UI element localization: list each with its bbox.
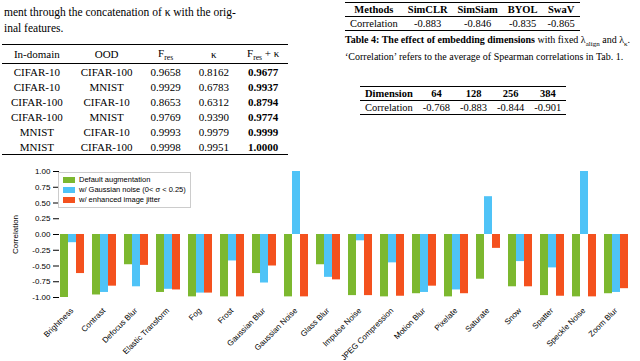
svg-text:-0.50: -0.50 xyxy=(32,262,51,271)
svg-text:Elastic Transform: Elastic Transform xyxy=(121,306,171,356)
svg-text:Motion Blur: Motion Blur xyxy=(392,306,427,341)
svg-text:Correlation: Correlation xyxy=(11,215,20,254)
html-text:0.9998: 0.9998 xyxy=(150,140,181,153)
html-text:w/ Gaussian noise (0< σ < 0.25: w/ Gaussian noise (0< σ < 0.25) xyxy=(79,185,186,194)
html-text:CIFAR-10: CIFAR-10 xyxy=(83,95,130,108)
html-text:-0.883: -0.883 xyxy=(460,102,488,113)
svg-text:Impulse Noise: Impulse Noise xyxy=(321,306,364,349)
html-text:CIFAR-100: CIFAR-100 xyxy=(11,110,63,123)
svg-text:Gaussian Blur: Gaussian Blur xyxy=(225,306,268,349)
svg-text:1.00: 1.00 xyxy=(35,167,51,176)
svg-text:Spatter: Spatter xyxy=(531,306,556,331)
html-text:0.6783: 0.6783 xyxy=(198,80,229,93)
svg-text:Gaussian Noise: Gaussian Noise xyxy=(253,306,300,353)
html-text:Table 4: The effect of embeddi: Table 4: The effect of embedding dimensi… xyxy=(345,34,630,62)
html-text:ment through the concatenation: ment through the concatenation of κ with… xyxy=(4,6,236,18)
html-text:-0.883: -0.883 xyxy=(414,18,442,29)
html-text:CIFAR-10: CIFAR-10 xyxy=(13,65,60,78)
svg-text:Snow: Snow xyxy=(503,306,524,327)
html-text:Fres+ κ: Fres+ κ xyxy=(247,46,280,62)
svg-text:Frost: Frost xyxy=(216,306,236,326)
html-text:384: 384 xyxy=(539,88,556,99)
html-text:MNIST: MNIST xyxy=(19,140,54,153)
html-text:Default augmentation: Default augmentation xyxy=(79,175,151,184)
html-text:0.9999: 0.9999 xyxy=(248,125,279,138)
html-text:0.9979: 0.9979 xyxy=(198,125,229,138)
svg-text:-0.25: -0.25 xyxy=(32,246,51,255)
html-text:MNIST: MNIST xyxy=(89,80,124,93)
html-text:CIFAR-100: CIFAR-100 xyxy=(80,140,133,153)
html-text:0.8653: 0.8653 xyxy=(150,95,181,108)
html-text:-0.844: -0.844 xyxy=(497,102,525,113)
html-text:BYOL: BYOL xyxy=(507,4,538,15)
html-text:CIFAR-100: CIFAR-100 xyxy=(11,95,63,108)
html-text:MNIST: MNIST xyxy=(89,110,124,123)
html-text:0.9929: 0.9929 xyxy=(150,80,181,93)
html-text:Fres: Fres xyxy=(158,46,174,62)
html-text:1.0000: 1.0000 xyxy=(248,140,279,153)
html-text:0.9993: 0.9993 xyxy=(150,125,181,138)
svg-text:Glass Blur: Glass Blur xyxy=(299,306,332,339)
html-text:CIFAR-10: CIFAR-10 xyxy=(83,125,130,138)
html-text:0.6312: 0.6312 xyxy=(198,95,229,108)
html-text:inal features.: inal features. xyxy=(4,22,64,34)
html-text:Correlation: Correlation xyxy=(365,102,413,113)
html-text:SimCLR: SimCLR xyxy=(407,4,448,15)
svg-text:Zoom Blur: Zoom Blur xyxy=(587,306,620,339)
svg-text:0.25: 0.25 xyxy=(35,214,51,223)
svg-text:-0.75: -0.75 xyxy=(32,277,51,286)
svg-text:Speckle Noise: Speckle Noise xyxy=(545,306,588,349)
html-text:OOD: OOD xyxy=(94,48,119,61)
html-text:-0.901: -0.901 xyxy=(534,102,562,113)
html-text:Methods: Methods xyxy=(354,4,394,15)
svg-text:Saturate: Saturate xyxy=(463,306,491,334)
html-text:-0.835: -0.835 xyxy=(509,18,537,29)
html-text:w/ enhanced image jitter: w/ enhanced image jitter xyxy=(79,195,161,204)
html-text:In-domain: In-domain xyxy=(14,48,60,61)
html-text:0.9774: 0.9774 xyxy=(248,110,279,123)
html-text:κ: κ xyxy=(211,48,217,61)
html-text:0.9951: 0.9951 xyxy=(198,140,229,153)
html-text:0.8794: 0.8794 xyxy=(248,95,279,108)
html-text:256: 256 xyxy=(502,88,519,99)
html-text:-0.768: -0.768 xyxy=(422,102,450,113)
html-text:Correlation: Correlation xyxy=(350,18,398,29)
html-text:0.8162: 0.8162 xyxy=(198,65,229,78)
svg-text:Brightness: Brightness xyxy=(42,306,75,339)
svg-text:Fog: Fog xyxy=(187,306,203,322)
svg-text:0.00: 0.00 xyxy=(35,230,51,239)
html-text:MNIST: MNIST xyxy=(19,125,54,138)
html-text:0.9769: 0.9769 xyxy=(150,110,181,123)
html-text:CIFAR-10: CIFAR-10 xyxy=(13,80,60,93)
html-text:-0.846: -0.846 xyxy=(464,18,492,29)
html-text:64: 64 xyxy=(431,88,442,99)
html-text:0.9937: 0.9937 xyxy=(248,80,279,93)
html-text:Dimension: Dimension xyxy=(365,88,413,99)
html-text:-0.865: -0.865 xyxy=(547,18,575,29)
html-text:128: 128 xyxy=(465,88,482,99)
html-text:0.9677: 0.9677 xyxy=(248,65,279,78)
svg-text:Contrast: Contrast xyxy=(79,306,107,334)
svg-text:0.75: 0.75 xyxy=(35,183,51,192)
html-text:SimSiam: SimSiam xyxy=(457,4,498,15)
html-text:0.9390: 0.9390 xyxy=(198,110,229,123)
svg-text:0.50: 0.50 xyxy=(35,199,51,208)
html-text:SwaV: SwaV xyxy=(548,4,575,15)
svg-text:Defocus Blur: Defocus Blur xyxy=(100,306,140,345)
html-text:0.9658: 0.9658 xyxy=(150,65,181,78)
svg-text:Pixelate: Pixelate xyxy=(433,306,460,333)
html-text:CIFAR-100: CIFAR-100 xyxy=(80,65,133,78)
svg-text:JPEG Compression: JPEG Compression xyxy=(339,306,395,361)
svg-text:-1.00: -1.00 xyxy=(32,293,51,302)
